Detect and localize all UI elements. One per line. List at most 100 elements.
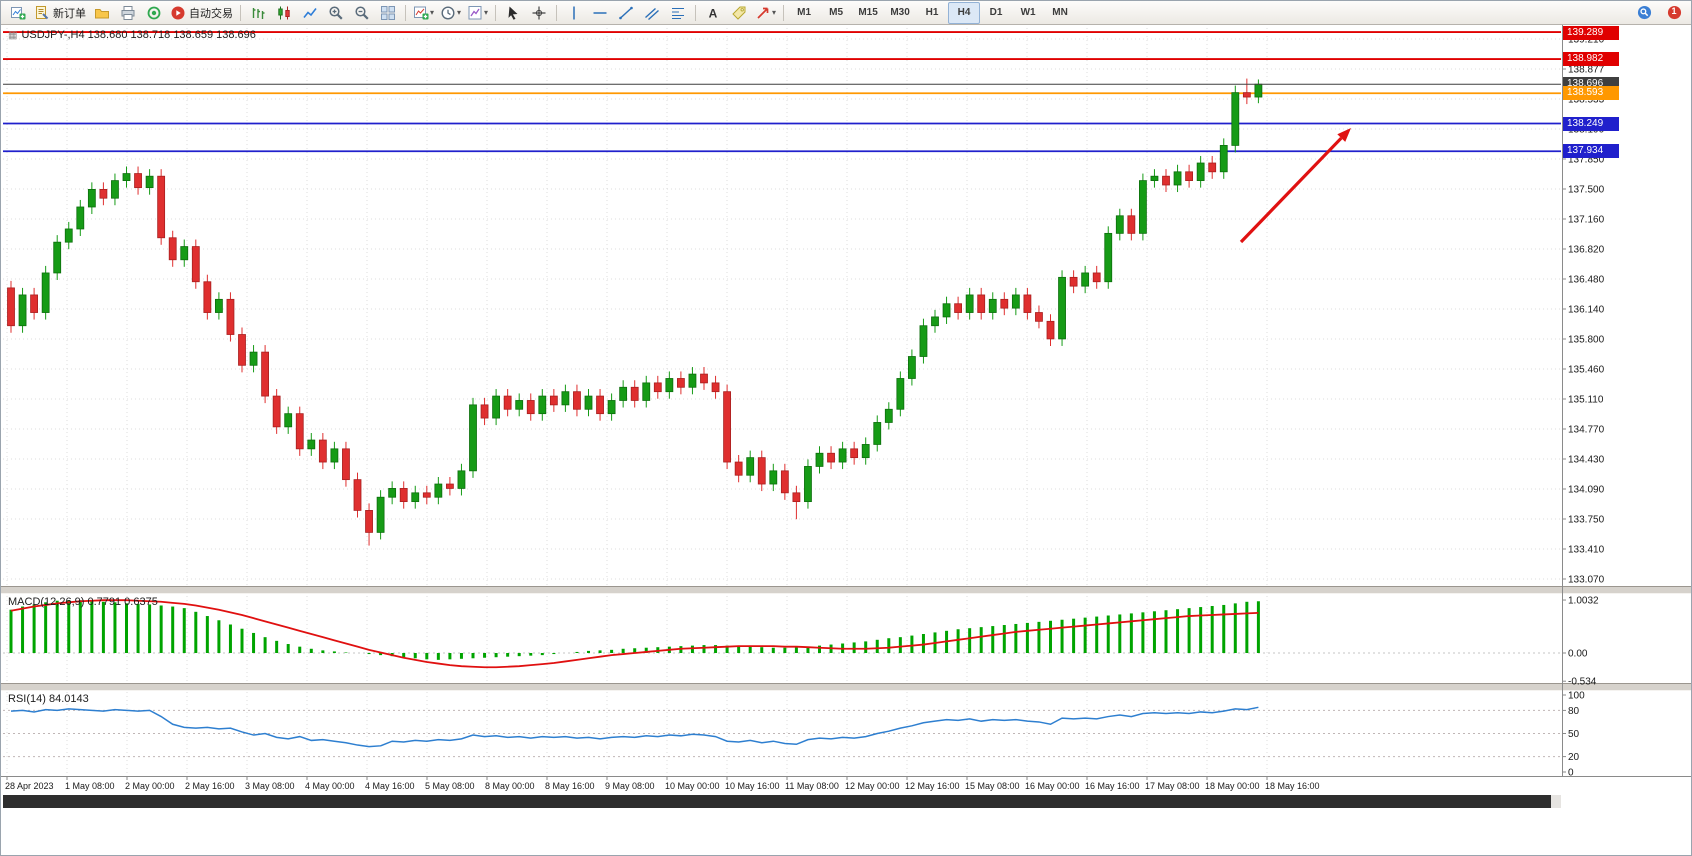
bar-chart-mode-button[interactable] xyxy=(245,2,271,24)
svg-text:134.090: 134.090 xyxy=(1568,485,1605,496)
equidistant-channel-tool-button[interactable] xyxy=(639,2,665,24)
bar-chart-mode-icon xyxy=(250,5,266,21)
timeframe-W1-button[interactable]: W1 xyxy=(1020,7,1036,18)
svg-text:80: 80 xyxy=(1568,706,1580,717)
price-tag-resistance-2[interactable]: 138.982 xyxy=(1563,52,1619,67)
timeframe-M15-button[interactable]: M15 xyxy=(858,7,878,18)
chart-period-button[interactable]: ▾ xyxy=(437,2,464,24)
toolbar-right-group: 1 xyxy=(1631,2,1687,24)
macd-label: MACD(12,26,9) 0.7791 0.6375 xyxy=(8,596,158,608)
auto-trading-label: 自动交易 xyxy=(189,7,233,20)
new-order-button[interactable]: 新订单 xyxy=(31,2,89,24)
svg-text:0: 0 xyxy=(1568,768,1574,779)
notifications-button[interactable]: 1 xyxy=(1661,2,1687,24)
chart-profiles-button[interactable] xyxy=(89,2,115,24)
new-chart-button[interactable] xyxy=(5,2,31,24)
chart-period-icon xyxy=(440,5,456,21)
svg-text:100: 100 xyxy=(1568,691,1585,702)
svg-text:133.750: 133.750 xyxy=(1568,515,1605,526)
arrow-objects-tool-button[interactable]: ▾ xyxy=(752,2,779,24)
chart-template-button[interactable]: ▾ xyxy=(464,2,491,24)
svg-text:1.0032: 1.0032 xyxy=(1568,596,1599,607)
text-tool-button[interactable]: A xyxy=(700,2,726,24)
svg-text:18 May 00:00: 18 May 00:00 xyxy=(1205,781,1260,791)
toolbar-separator xyxy=(240,4,241,21)
timeframe-H1-button[interactable]: H1 xyxy=(925,7,939,18)
text-tool-icon: A xyxy=(705,5,721,21)
toolbar-separator xyxy=(783,4,785,21)
crosshair-tool-button[interactable] xyxy=(526,2,552,24)
text-label-tool-button[interactable] xyxy=(726,2,752,24)
zoom-in-button[interactable] xyxy=(323,2,349,24)
auto-trading-icon xyxy=(170,5,186,21)
market-watch-icon xyxy=(146,5,162,21)
print-preview-icon xyxy=(120,5,136,21)
cursor-tool-button[interactable] xyxy=(500,2,526,24)
vertical-line-tool-button[interactable] xyxy=(561,2,587,24)
horizontal-scrollbar-track[interactable] xyxy=(3,795,1561,808)
timeframe-MN-button[interactable]: MN xyxy=(1052,7,1068,18)
svg-text:135.800: 135.800 xyxy=(1568,335,1605,346)
chevron-down-icon: ▾ xyxy=(430,8,435,17)
notifications-badge: 1 xyxy=(1671,5,1677,16)
timeframe-M1-button[interactable]: M1 xyxy=(797,7,812,18)
print-preview-button[interactable] xyxy=(115,2,141,24)
zoom-out-button[interactable] xyxy=(349,2,375,24)
horizontal-line-tool-button[interactable] xyxy=(587,2,613,24)
text-label-tool-icon xyxy=(731,5,747,21)
svg-text:12 May 00:00: 12 May 00:00 xyxy=(845,781,900,791)
price-tag-resistance-1[interactable]: 139.289 xyxy=(1563,26,1619,40)
timeframe-D1-button[interactable]: D1 xyxy=(989,7,1003,18)
horizontal-line-tool-icon xyxy=(592,5,608,21)
trendline-tool-icon xyxy=(618,5,634,21)
timeframe-H4-button[interactable]: H4 xyxy=(948,1,981,24)
svg-text:134.430: 134.430 xyxy=(1568,455,1605,466)
toolbar-separator xyxy=(556,4,558,21)
svg-text:17 May 08:00: 17 May 08:00 xyxy=(1145,781,1200,791)
auto-trading-button[interactable]: 自动交易 xyxy=(167,2,236,24)
price-tag-orange-line[interactable]: 138.593 xyxy=(1563,86,1619,101)
svg-text:A: A xyxy=(709,6,718,20)
candlestick-mode-icon xyxy=(276,5,292,21)
price-axis[interactable] xyxy=(1563,25,1691,776)
svg-text:1 May 08:00: 1 May 08:00 xyxy=(65,781,115,791)
timeframe-M5-button[interactable]: M5 xyxy=(829,7,844,18)
chevron-down-icon: ▾ xyxy=(457,8,462,17)
svg-text:18 May 16:00: 18 May 16:00 xyxy=(1265,781,1320,791)
tile-windows-button[interactable] xyxy=(375,2,401,24)
svg-text:4 May 00:00: 4 May 00:00 xyxy=(305,781,355,791)
chart-profiles-icon xyxy=(94,5,110,21)
tile-windows-icon xyxy=(380,5,396,21)
timeframe-M30-button[interactable]: M30 xyxy=(890,7,910,18)
chart-plot-area[interactable] xyxy=(1,25,1561,776)
price-tag-support-2[interactable]: 137.934 xyxy=(1563,144,1619,159)
price-tag-support-1[interactable]: 138.249 xyxy=(1563,116,1619,131)
fibonacci-tool-button[interactable] xyxy=(665,2,691,24)
svg-text:136.820: 136.820 xyxy=(1568,245,1605,256)
svg-text:2 May 16:00: 2 May 16:00 xyxy=(185,781,235,791)
svg-text:9 May 08:00: 9 May 08:00 xyxy=(605,781,655,791)
community-search-icon xyxy=(1636,5,1652,21)
trendline-tool-button[interactable] xyxy=(613,2,639,24)
svg-text:5 May 08:00: 5 May 08:00 xyxy=(425,781,475,791)
svg-text:4 May 16:00: 4 May 16:00 xyxy=(365,781,415,791)
time-axis[interactable] xyxy=(1,776,1691,793)
toolbar: 新订单 自动交易 ▾ ▾ ▾ A ▾ M1 M5 M15 M30 H1 H4 D1 W1 MN 1 xyxy=(1,1,1691,25)
svg-text:20: 20 xyxy=(1568,752,1580,763)
svg-text:137.850: 137.850 xyxy=(1568,155,1605,166)
zoom-in-icon xyxy=(328,5,344,21)
add-indicator-button[interactable]: ▾ xyxy=(410,2,437,24)
community-search-button[interactable] xyxy=(1631,2,1657,24)
svg-text:137.160: 137.160 xyxy=(1568,215,1605,226)
zoom-out-icon xyxy=(354,5,370,21)
toolbar-separator xyxy=(695,4,697,21)
notifications-icon xyxy=(1666,5,1682,21)
line-chart-mode-button[interactable] xyxy=(297,2,323,24)
svg-text:134.770: 134.770 xyxy=(1568,425,1605,436)
market-watch-button[interactable] xyxy=(141,2,167,24)
horizontal-scrollbar-thumb[interactable] xyxy=(3,795,1551,808)
candlestick-mode-button[interactable] xyxy=(271,2,297,24)
svg-text:10 May 00:00: 10 May 00:00 xyxy=(665,781,720,791)
svg-text:15 May 08:00: 15 May 08:00 xyxy=(965,781,1020,791)
